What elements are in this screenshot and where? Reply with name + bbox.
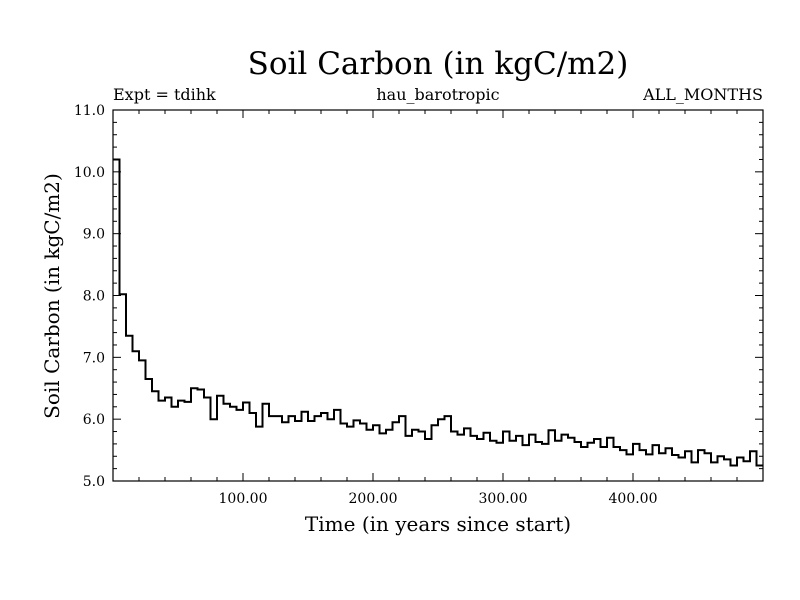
y-tick-label: 8.0	[83, 289, 105, 305]
y-tick-label: 9.0	[83, 227, 105, 243]
y-tick-label: 6.0	[83, 412, 105, 428]
y-axis: 5.0 6.0 7.0 8.0 9.0 10.0 11.0	[74, 103, 763, 490]
y-axis-label: Soil Carbon (in kgC/m2)	[40, 173, 64, 419]
x-axis: 100.00 200.00 300.00 400.00	[138, 110, 738, 507]
subtitle-months: ALL_MONTHS	[642, 85, 763, 104]
x-tick-label: 400.00	[609, 491, 658, 507]
y-tick-label: 5.0	[83, 474, 105, 490]
y-tick-label: 10.0	[74, 165, 105, 181]
x-axis-label: Time (in years since start)	[305, 512, 571, 536]
chart-title: Soil Carbon (in kgC/m2)	[248, 46, 629, 82]
subtitle-model: hau_barotropic	[376, 85, 499, 104]
soil-carbon-series-line	[113, 158, 763, 467]
y-tick-label: 7.0	[83, 350, 105, 366]
subtitle-experiment: Expt = tdihk	[113, 85, 216, 104]
y-tick-label: 11.0	[74, 103, 105, 119]
x-tick-label: 200.00	[349, 491, 398, 507]
x-tick-label: 100.00	[219, 491, 268, 507]
x-tick-label: 300.00	[479, 491, 528, 507]
